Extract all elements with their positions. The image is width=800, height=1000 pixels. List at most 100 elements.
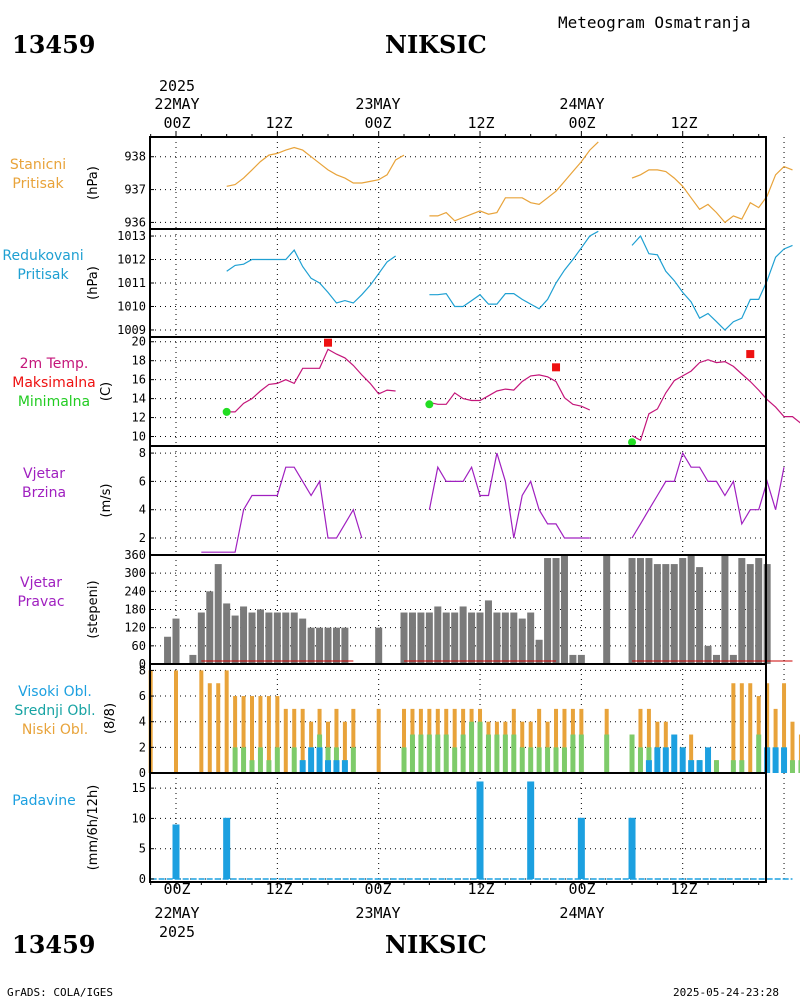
temperature-line — [429, 374, 591, 411]
wind-direction-bar — [577, 654, 585, 664]
wind-direction-bar — [746, 564, 754, 664]
wind-direction-bar — [544, 558, 552, 664]
cloud-high-bar — [333, 760, 340, 773]
cloud-high-bar — [299, 760, 306, 773]
cloud-low-bar — [748, 683, 753, 773]
unit-label: (mm/6h/12h) — [86, 785, 101, 871]
panel-frame — [149, 445, 767, 556]
cloud-mid-bar — [426, 734, 432, 773]
cloud-high-bar — [325, 760, 332, 773]
panel-frame — [149, 772, 767, 883]
unit-label: (8/8) — [103, 703, 118, 734]
wind-direction-label: Vjetar Pravac — [0, 574, 82, 612]
cloud-mid-bar — [241, 747, 247, 773]
y-tick-label: 16 — [132, 373, 146, 387]
cloud-mid-bar — [232, 747, 238, 773]
top-hour-1: 12Z — [265, 114, 293, 132]
wind-direction-bar — [763, 564, 771, 664]
product-title: Meteogram Osmatranja — [558, 13, 751, 32]
reduced_pressure-line — [226, 249, 396, 304]
top-hour-3: 12Z — [467, 114, 495, 132]
wind-speed-label-line-1: Vjetar — [23, 466, 65, 482]
precip-bar — [172, 824, 180, 879]
cloud-mid-bar — [435, 734, 441, 773]
panel-station_pressure: 936 937 938 (hPa) — [86, 136, 793, 230]
cloud-high-bar — [671, 734, 678, 773]
wind-direction-bar — [560, 555, 568, 664]
bottom-year: 2025 — [158, 923, 196, 941]
cloud-mid-bar — [789, 760, 795, 773]
cloud-mid-bar — [713, 760, 719, 773]
bottom-hour-3: 12Z — [467, 880, 495, 898]
wind-direction-bar — [484, 600, 492, 664]
cloud-mid-bar — [443, 734, 449, 773]
panel-reduced_pressure: 1009 1010 1011 1012 1013 (hPa) — [86, 228, 793, 338]
wind-direction-bar — [341, 627, 349, 664]
bottom-hour-1: 12Z — [265, 880, 293, 898]
wind-direction-bar — [628, 558, 636, 664]
y-tick-label: 240 — [124, 584, 146, 598]
wind-direction-bar — [240, 606, 248, 664]
wind_speed-line — [631, 451, 785, 539]
y-tick-label: 2 — [139, 740, 146, 754]
panel-frame — [149, 228, 767, 338]
cloud-high-bar — [316, 747, 323, 773]
cloud-high-bar — [696, 760, 703, 773]
panel-wind_direction: 0 60 120 180 240 300 360 (stepeni) — [86, 548, 793, 671]
wind-direction-bar — [662, 564, 670, 664]
top-date-22may: 22MAY — [154, 95, 200, 113]
cloud-mid-bar — [460, 734, 466, 773]
reduced_pressure-line — [631, 234, 793, 331]
wind-direction-bar — [307, 627, 315, 664]
wind-direction-bar — [679, 558, 687, 664]
station-name: NIKSIC — [385, 30, 487, 59]
wind-direction-bar — [696, 567, 704, 664]
cloud-low-bar — [646, 708, 651, 773]
y-tick-label: 10 — [132, 811, 146, 825]
y-tick-label: 937 — [124, 183, 146, 197]
unit-label: (m/s) — [99, 484, 114, 518]
cloud-mid-bar — [469, 721, 475, 773]
y-tick-label: 300 — [124, 566, 146, 580]
min-temp-marker — [425, 400, 434, 409]
cloud-low-bar — [638, 708, 643, 773]
temperature-label-line-1: 2m Temp. — [19, 356, 89, 372]
cloud-mid-bar — [730, 760, 736, 773]
y-tick-label: 8 — [139, 446, 146, 460]
y-tick-label: 10 — [132, 430, 146, 444]
cloud-mid-bar — [266, 760, 272, 773]
reduced-pressure-label: Redukovani Pritisak — [0, 247, 86, 285]
y-tick-label: 0 — [139, 657, 146, 671]
top-hour-0: 00Z — [163, 114, 191, 132]
y-tick-label: 360 — [124, 548, 146, 562]
cloud-mid-bar — [536, 747, 542, 773]
wind-direction-label-line-1: Vjetar — [20, 575, 62, 591]
temperature-label-line-2: Maksimalna — [12, 375, 96, 391]
cloud-low-bar — [300, 708, 305, 773]
wind-direction-bar — [223, 603, 231, 664]
wind-direction-bar — [282, 612, 290, 664]
cloud-low-bar — [402, 708, 407, 773]
cloud-high-bar — [662, 747, 669, 773]
wind-direction-bar — [316, 627, 324, 664]
bottom-date-22may: 22MAY — [154, 904, 200, 922]
cloud-low-bar — [452, 708, 457, 773]
cloud-mid-bar — [494, 734, 500, 773]
cloud-mid-bar — [528, 747, 534, 773]
wind-direction-bar — [527, 612, 535, 664]
wind-direction-bar — [256, 609, 264, 664]
precip-bar — [223, 817, 231, 879]
cloud-mid-bar — [409, 734, 415, 773]
cloud-mid-bar — [629, 734, 635, 773]
wind-direction-bar — [721, 555, 729, 664]
max-temp-marker — [746, 350, 755, 359]
y-tick-label: 4 — [139, 715, 146, 729]
bottom-hour-2: 00Z — [364, 880, 392, 898]
wind-direction-bar — [501, 612, 509, 664]
pressure-label-line-2: Pritisak — [12, 176, 64, 192]
top-year: 2025 — [158, 77, 196, 95]
bottom-date-23may: 23MAY — [355, 904, 401, 922]
footer-station-name: NIKSIC — [385, 930, 487, 959]
temperature-line — [631, 359, 800, 442]
